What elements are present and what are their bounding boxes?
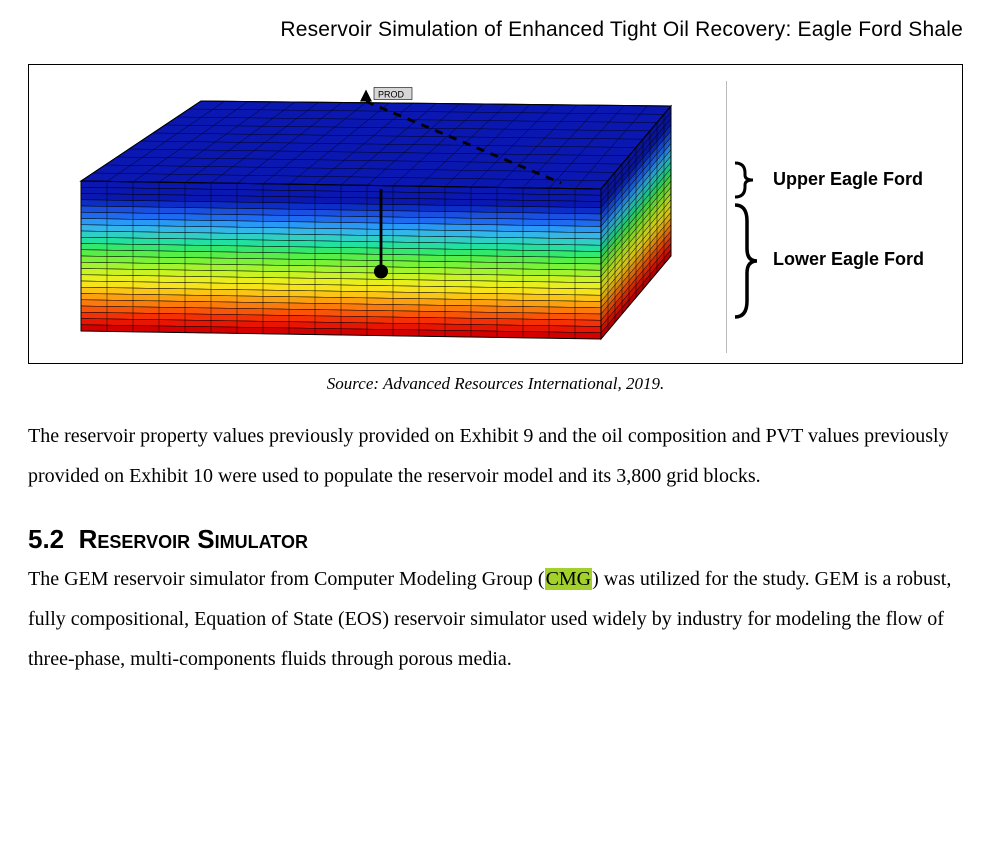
section-title: Reservoir Simulator xyxy=(79,524,308,554)
paragraph-2: The GEM reservoir simulator from Compute… xyxy=(28,559,963,679)
lower-eagle-ford-label: Lower Eagle Ford xyxy=(773,249,924,270)
section-5-2-heading: 5.2 Reservoir Simulator xyxy=(28,524,963,555)
upper-eagle-ford-label: Upper Eagle Ford xyxy=(773,169,923,190)
lower-bracket-icon xyxy=(733,201,767,321)
para2-pre: The GEM reservoir simulator from Compute… xyxy=(28,568,545,590)
svg-text:PROD: PROD xyxy=(378,90,405,100)
figure-labels-panel: Upper Eagle Ford Lower Eagle Ford xyxy=(726,81,950,353)
paragraph-1: The reservoir property values previously… xyxy=(28,416,963,496)
reservoir-model-3d: PROD xyxy=(41,81,726,353)
cmg-highlight: CMG xyxy=(545,568,593,590)
figure-caption: Source: Advanced Resources International… xyxy=(28,374,963,394)
figure-container: PROD Upper Eagle Ford Lower Eagle Ford xyxy=(28,64,963,364)
running-header: Reservoir Simulation of Enhanced Tight O… xyxy=(28,18,963,42)
upper-bracket-icon xyxy=(733,161,767,199)
section-number: 5.2 xyxy=(28,524,64,554)
page: Reservoir Simulation of Enhanced Tight O… xyxy=(0,0,991,860)
